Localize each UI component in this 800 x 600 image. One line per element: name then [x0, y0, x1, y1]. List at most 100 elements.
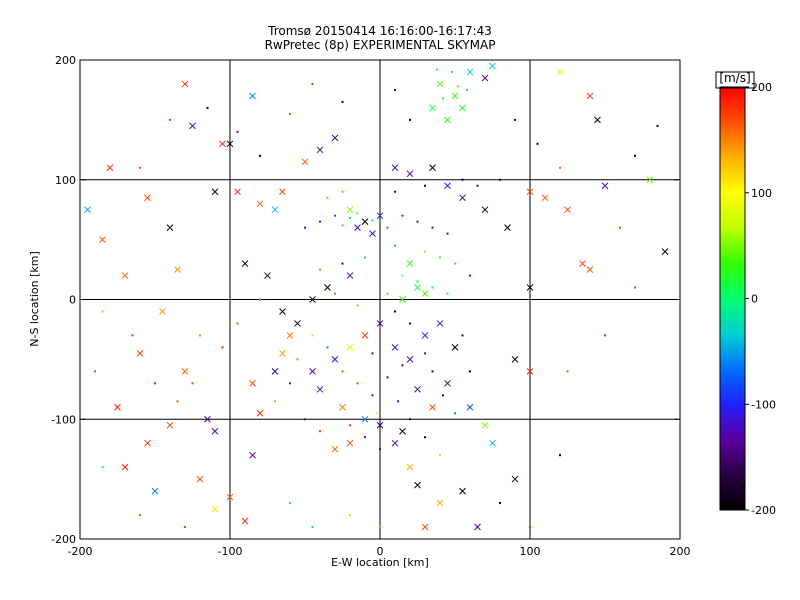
- cross-marker: [279, 350, 286, 357]
- cross-stroke: [301, 158, 309, 166]
- cross-stroke: [504, 224, 511, 232]
- cross-marker: [541, 194, 549, 202]
- cross-stroke: [451, 344, 459, 351]
- dot-marker: [436, 68, 438, 71]
- y-tick-label: -100: [51, 413, 76, 426]
- dot-marker: [424, 352, 426, 355]
- y-tick-label: -200: [51, 533, 76, 546]
- dot-marker: [469, 370, 471, 373]
- cross-stroke: [241, 517, 249, 525]
- dot-marker: [424, 184, 426, 187]
- x-tick-label: 200: [670, 545, 691, 558]
- dot-marker: [341, 190, 344, 193]
- cross-stroke: [586, 92, 594, 100]
- cross-stroke: [279, 350, 286, 357]
- cross-marker: [331, 445, 339, 453]
- dot-marker: [461, 334, 464, 337]
- cross-stroke: [264, 272, 271, 279]
- cross-stroke: [391, 344, 399, 351]
- cross-stroke: [421, 290, 429, 297]
- dot-marker: [236, 322, 239, 325]
- dot-marker: [401, 214, 404, 217]
- cross-stroke: [151, 487, 159, 495]
- x-tick-label: 100: [520, 545, 541, 558]
- y-axis-label: N-S location [km]: [28, 251, 41, 347]
- dot-marker: [334, 214, 336, 217]
- cross-stroke: [436, 499, 444, 507]
- cross-stroke: [331, 134, 339, 142]
- dot-marker: [274, 400, 276, 403]
- cross-marker: [399, 427, 406, 435]
- cross-stroke: [331, 356, 339, 363]
- cross-stroke: [661, 248, 669, 255]
- cross-stroke: [271, 206, 279, 214]
- cross-stroke: [444, 379, 451, 387]
- dot-marker: [442, 97, 444, 100]
- cross-stroke: [211, 427, 219, 435]
- dot-marker: [304, 226, 306, 229]
- cross-marker: [481, 74, 489, 82]
- cross-stroke: [84, 206, 91, 214]
- dot-marker: [394, 88, 396, 91]
- chart-subtitle: RwPretec (8p) EXPERIMENTAL SKYMAP: [264, 38, 496, 52]
- dot-marker: [184, 526, 186, 529]
- dot-marker: [442, 394, 444, 397]
- cross-stroke: [376, 421, 384, 429]
- cross-marker: [361, 415, 369, 423]
- cross-stroke: [249, 92, 256, 100]
- cross-stroke: [429, 164, 436, 172]
- cross-marker: [264, 272, 271, 279]
- cross-stroke: [219, 140, 226, 148]
- cross-marker: [256, 200, 264, 208]
- dot-marker: [319, 268, 321, 271]
- dot-marker: [364, 256, 366, 259]
- dot-marker: [341, 100, 344, 103]
- cross-marker: [444, 116, 451, 124]
- dot-marker: [356, 212, 359, 215]
- cross-marker: [436, 499, 444, 507]
- cross-marker: [661, 248, 669, 255]
- cross-stroke: [406, 463, 414, 471]
- cross-stroke: [196, 475, 204, 483]
- cross-marker: [121, 272, 129, 279]
- cross-marker: [466, 68, 474, 76]
- cross-marker: [271, 367, 279, 375]
- cross-marker: [444, 182, 451, 190]
- cross-stroke: [294, 320, 301, 327]
- cross-marker: [114, 403, 121, 411]
- cross-stroke: [579, 260, 586, 267]
- cross-marker: [526, 367, 534, 375]
- dot-marker: [356, 382, 359, 385]
- cross-marker: [84, 206, 91, 214]
- cross-marker: [429, 104, 436, 112]
- cross-stroke: [444, 182, 451, 190]
- dot-marker: [431, 226, 434, 229]
- dot-marker: [559, 166, 561, 169]
- cross-marker: [489, 62, 496, 70]
- cross-stroke: [249, 451, 256, 459]
- cross-marker: [451, 92, 459, 100]
- dot-marker: [401, 274, 404, 277]
- cross-marker: [406, 356, 414, 363]
- cross-marker: [489, 439, 496, 447]
- cross-stroke: [339, 403, 346, 411]
- dot-marker: [296, 358, 299, 361]
- cross-stroke: [354, 224, 361, 232]
- cross-stroke: [346, 272, 354, 279]
- cross-stroke: [346, 344, 354, 351]
- plot-axes: -200-200 -100 -100 0 0 100 100 200 200: [51, 54, 690, 558]
- cross-stroke: [204, 415, 211, 423]
- cross-marker: [586, 266, 594, 273]
- cross-marker: [526, 188, 534, 196]
- cross-marker: [151, 487, 159, 495]
- cross-stroke: [421, 332, 429, 339]
- cross-marker: [294, 320, 301, 327]
- cross-marker: [331, 356, 339, 363]
- cross-marker: [324, 284, 331, 291]
- cross-stroke: [466, 403, 474, 411]
- cross-stroke: [324, 284, 331, 291]
- dot-marker: [304, 418, 306, 421]
- cross-stroke: [406, 260, 414, 267]
- cross-stroke: [526, 284, 534, 291]
- x-tick-label: -100: [218, 545, 243, 558]
